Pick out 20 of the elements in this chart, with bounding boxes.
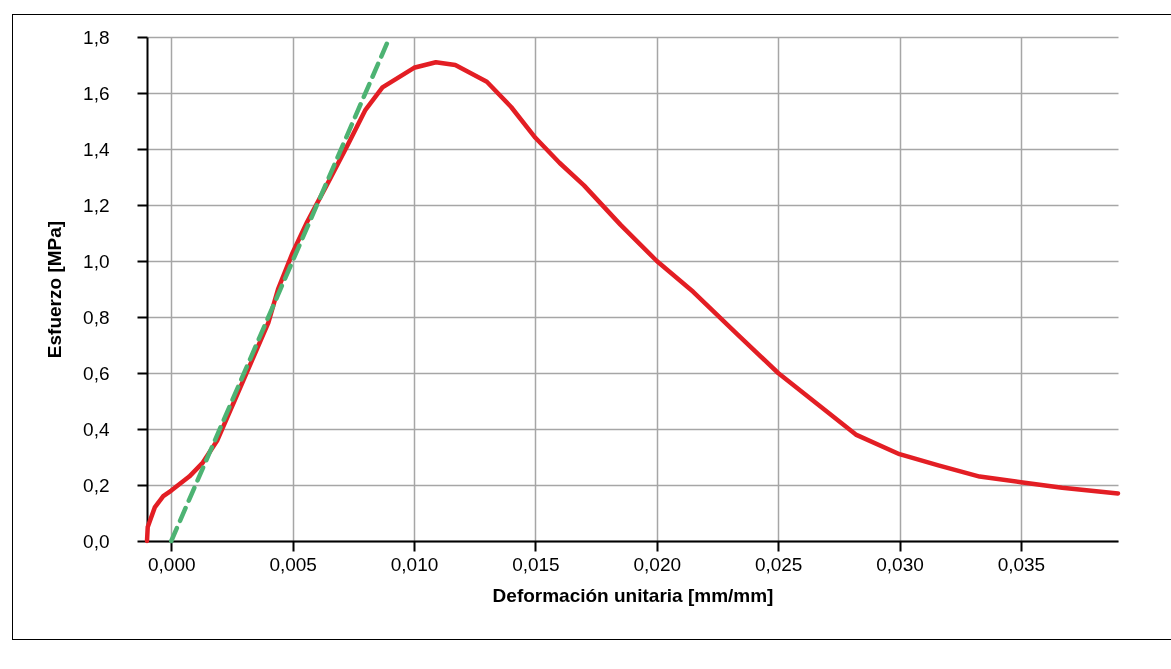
y-tick-label: 1,2 xyxy=(83,194,110,216)
x-tick-label: 0,015 xyxy=(512,553,560,575)
x-tick-label: 0,030 xyxy=(876,553,924,575)
x-axis-title: Deformación unitaria [mm/mm] xyxy=(492,584,774,606)
y-tick-label: 0,6 xyxy=(83,362,110,384)
y-tick-label: 1,0 xyxy=(83,250,110,272)
x-tick-label: 0,020 xyxy=(633,553,682,575)
y-tick-label: 0,2 xyxy=(83,474,110,496)
x-tick-label: 0,005 xyxy=(269,553,317,575)
x-tick-label: 0,035 xyxy=(997,553,1046,575)
y-tick-label: 0,4 xyxy=(83,418,110,440)
y-tick-label: 1,8 xyxy=(83,26,110,48)
y-tick-label: 0,8 xyxy=(83,306,110,328)
x-tick-label: 0,000 xyxy=(148,553,196,575)
x-tick-label: 0,010 xyxy=(390,553,439,575)
y-tick-label: 0,0 xyxy=(83,530,110,552)
x-tick-label: 0,025 xyxy=(754,553,803,575)
y-tick-label: 1,6 xyxy=(83,82,110,104)
y-axis-title: Esfuerzo [MPa] xyxy=(44,220,66,359)
y-tick-label: 1,4 xyxy=(83,138,110,160)
